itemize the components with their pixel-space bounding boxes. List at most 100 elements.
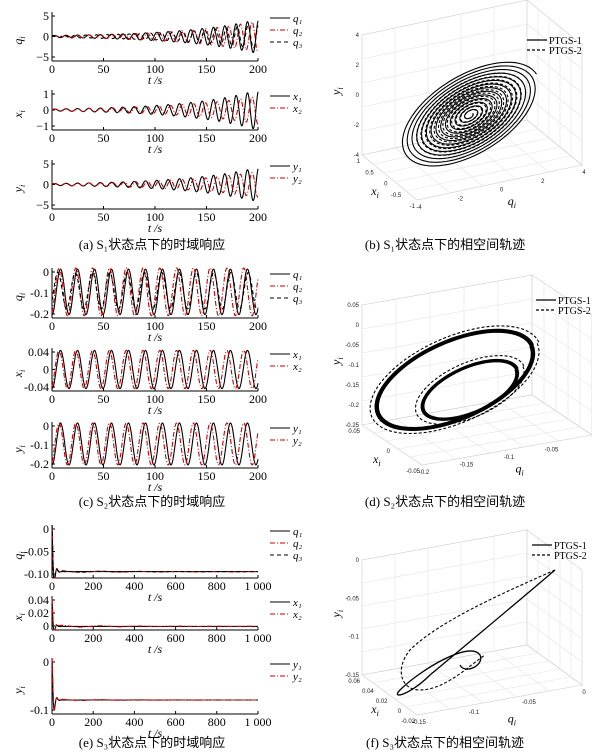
- floor: [361, 394, 592, 466]
- grid-line: [361, 598, 528, 630]
- x-axis-label: t /s: [148, 221, 163, 235]
- grid-line: [385, 410, 557, 442]
- z-tick-label: -0.2: [349, 403, 360, 409]
- legend-label: PTGS-2: [558, 306, 591, 317]
- phase-plot-f: 0-0.05-0.1-0.150.060.040.020-0.02-0.15-0…: [329, 529, 587, 728]
- x-tick-label: 100: [146, 210, 164, 224]
- grid-line: [405, 155, 572, 192]
- y-tick-label: −1: [36, 119, 49, 133]
- x-tick-label: -0.05: [545, 448, 559, 454]
- legend-label: x₂: [292, 361, 302, 373]
- x-axis-label: t /s: [148, 642, 163, 656]
- y-tick-label: 0.02: [376, 699, 388, 705]
- x-tick-label: 0: [582, 690, 586, 696]
- x-tick-label: 800: [208, 579, 226, 593]
- series-line-2: [51, 422, 259, 466]
- x-axis-label: t /s: [148, 590, 163, 604]
- y-tick-label: 0: [43, 363, 49, 377]
- x-tick-label: 200: [249, 319, 267, 333]
- x-tick-label: 800: [208, 715, 226, 729]
- z-axis-label: yi: [329, 357, 345, 366]
- legend-label: q₁: [293, 269, 303, 281]
- legend-label: y₂: [292, 671, 302, 683]
- x-tick-label: 50: [98, 210, 110, 224]
- grid-line: [526, 47, 583, 94]
- z-tick-label: -2: [354, 123, 360, 129]
- x-tick-label: 50: [98, 392, 110, 406]
- y-tick-label: -1: [410, 204, 416, 210]
- x-tick-label: 800: [208, 631, 226, 645]
- y-axis-label: qi: [11, 551, 27, 559]
- caption-b: (b) S₁状态点下的相空间轨迹: [365, 237, 525, 252]
- legend-label: q₃: [293, 550, 303, 562]
- grid-line: [526, 598, 583, 640]
- y-tick-label: -0.2: [30, 457, 49, 471]
- trajectory-ptgs-2: [400, 569, 556, 691]
- legend-label: q₁: [293, 526, 303, 538]
- y-tick-label: 1: [357, 159, 361, 165]
- trajectory-ptgs-2: [415, 72, 524, 156]
- x-tick-label: 0: [49, 319, 55, 333]
- y-tick-label: 0.04: [28, 593, 49, 607]
- grid-line: [531, 346, 592, 388]
- x-tick-label: 0: [49, 631, 55, 645]
- grid-line: [361, 23, 528, 60]
- x-tick-label: 400: [125, 715, 143, 729]
- grid-line: [397, 418, 569, 450]
- legend-label: y₁: [292, 161, 302, 173]
- x-tick-label: 100: [146, 469, 164, 483]
- trajectory-ptgs-1: [401, 61, 537, 167]
- x-tick-label: 1 000: [245, 631, 272, 645]
- grid-line: [361, 370, 533, 402]
- grid-line: [460, 133, 517, 180]
- x-tick-label: 150: [198, 319, 216, 333]
- x-axis-label: t /s: [148, 480, 163, 494]
- x-tick-label: 100: [146, 131, 164, 145]
- legend-label: x₁: [292, 91, 302, 103]
- series-line-2: [51, 267, 259, 317]
- y-tick-label: 5: [43, 9, 49, 23]
- trajectory-ptgs-1-inner: [420, 358, 520, 421]
- x-tick-label: 0: [49, 62, 55, 76]
- y-tick-label: 0: [43, 30, 49, 44]
- x-tick-label: -0.05: [522, 700, 536, 706]
- x-tick-label: 150: [198, 469, 216, 483]
- z-tick-label: 4: [356, 33, 360, 39]
- y-tick-label: 0.04: [28, 345, 49, 359]
- x-axis-label: t /s: [148, 726, 163, 740]
- y-tick-label: 0.04: [362, 689, 374, 695]
- series-line-2: [51, 349, 259, 390]
- legend-label: q₂: [293, 538, 303, 550]
- x-tick-label: 0: [49, 210, 55, 224]
- grid-line: [361, 47, 528, 84]
- grid-line: [531, 298, 592, 340]
- x-tick-label: -4: [416, 205, 422, 211]
- y-tick-label: -0.10: [24, 567, 49, 581]
- y-tick-label: 0: [387, 449, 391, 455]
- y-tick-label: 0: [43, 655, 49, 669]
- series-line-2: [51, 524, 258, 579]
- legend-label: q₁: [293, 13, 303, 25]
- x-tick-label: 200: [84, 631, 102, 645]
- y-tick-label: −5: [36, 50, 49, 64]
- z-tick-label: -0.25: [345, 423, 359, 429]
- x-tick-label: 0: [49, 392, 55, 406]
- y-tick-label: 5: [43, 157, 49, 171]
- x-tick-label: 1 000: [245, 715, 272, 729]
- x-tick-label: 200: [249, 392, 267, 406]
- legend-label: PTGS-1: [554, 541, 587, 552]
- grid-line: [361, 621, 528, 653]
- x-axis-label: t /s: [148, 403, 163, 417]
- x-tick-label: 100: [146, 319, 164, 333]
- z-tick-label: 0: [356, 558, 360, 564]
- x-tick-label: 100: [146, 392, 164, 406]
- legend-label: y₁: [292, 659, 302, 671]
- grid-line: [526, 71, 583, 118]
- grid-line: [526, 621, 583, 663]
- y-tick-label: -0.02: [401, 719, 415, 725]
- legend-label: PTGS-2: [554, 551, 587, 562]
